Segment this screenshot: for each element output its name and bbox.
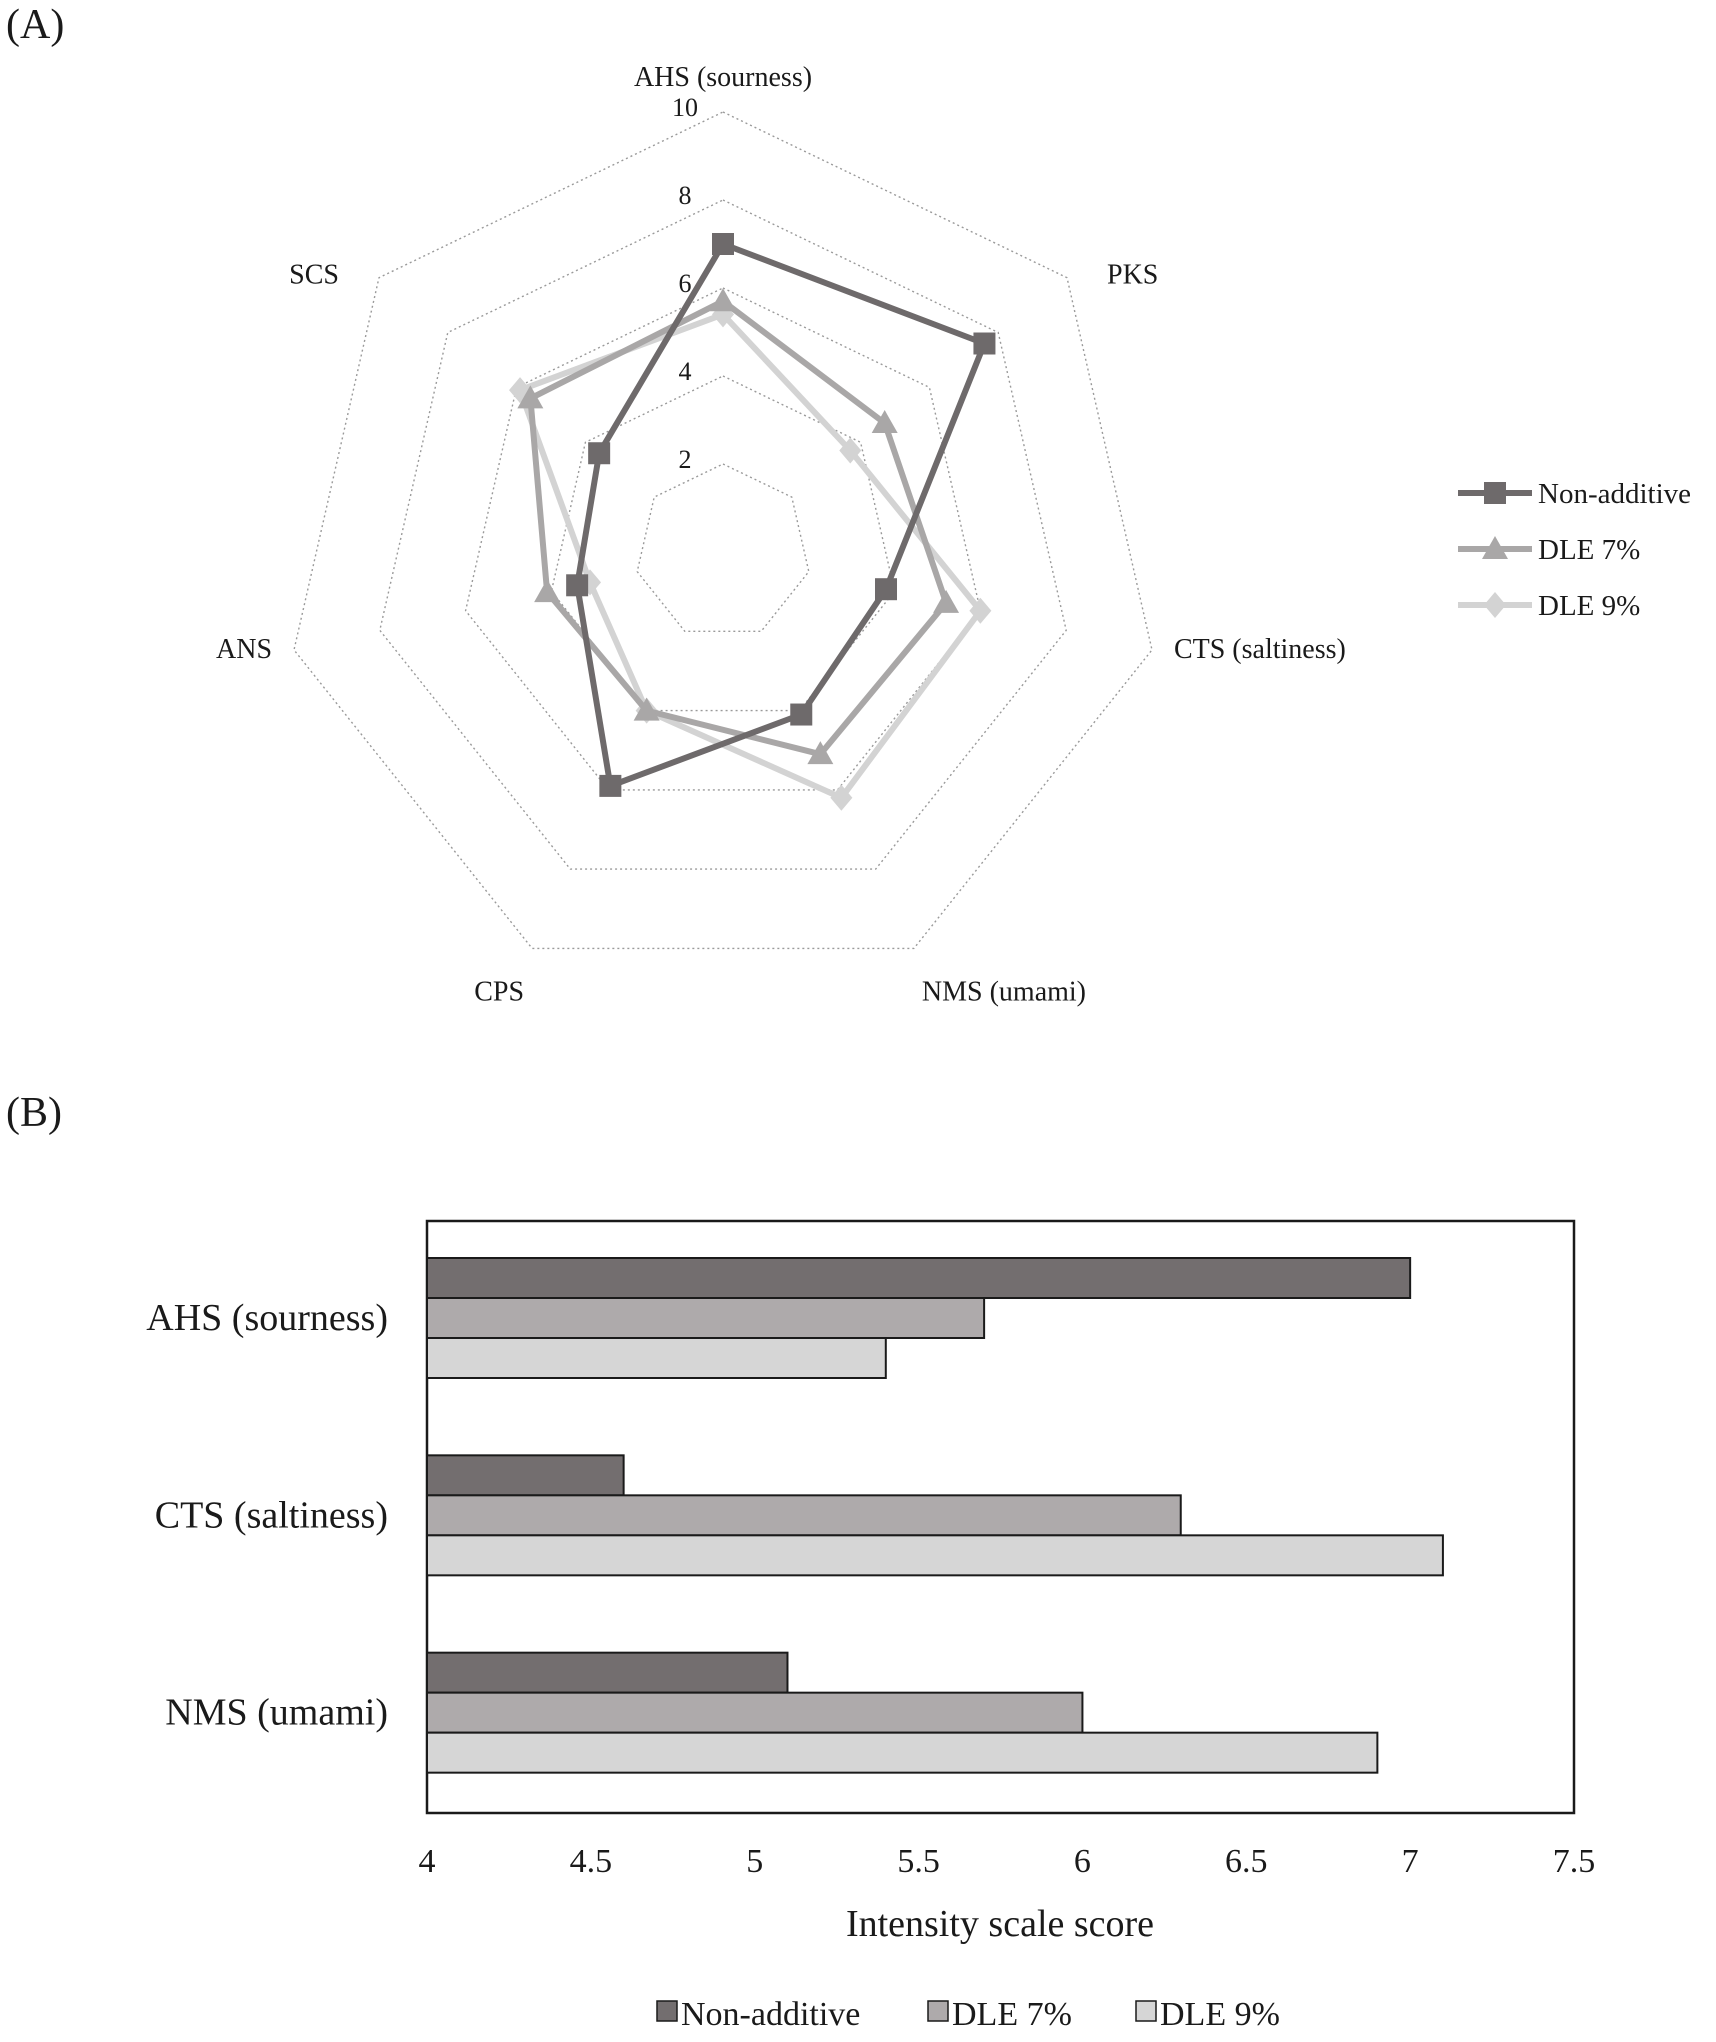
bar — [426, 1337, 887, 1379]
legend-label: DLE 9% — [1538, 590, 1640, 622]
radar-point — [790, 703, 813, 726]
radar-tick-label: 2 — [679, 445, 692, 474]
x-axis-label: Intensity scale score — [846, 1903, 1154, 1945]
radar-point — [599, 774, 622, 797]
bar — [426, 1534, 1444, 1577]
bar-chart: 4 4.5 5 5.5 6 6.5 7 7.5 AHS (sourness) CTS (salti… — [146, 1219, 1596, 1880]
legend-item: DLE 9% — [1135, 1996, 1280, 2033]
x-tick-label: 7 — [1402, 1843, 1419, 1880]
radar-point — [588, 442, 611, 465]
bar — [426, 1494, 1182, 1537]
radar-legend: Non-additive DLE 7% DLE 9% — [1458, 478, 1691, 622]
radar-point — [566, 574, 589, 597]
x-tick-label: 4 — [419, 1843, 436, 1880]
legend-label: Non-additive — [681, 1996, 860, 2033]
radar-point — [517, 385, 544, 409]
x-tick-label: 5.5 — [897, 1843, 940, 1880]
radar-tick-label: 6 — [679, 269, 692, 298]
panel-a-label: (A) — [6, 2, 64, 48]
legend-item: DLE 7% — [927, 1996, 1072, 2033]
panel-b-label: (B) — [6, 1090, 62, 1136]
radar-axis-label: CTS (saltiness) — [1174, 634, 1346, 665]
radar-point — [973, 332, 996, 355]
radar-tick-label: 8 — [679, 181, 692, 210]
radar-point — [839, 437, 862, 464]
bar — [426, 1297, 986, 1339]
radar-tick-label: 4 — [679, 357, 692, 386]
radar-axis-label: NMS (umami) — [922, 976, 1086, 1007]
radar-series-line — [527, 298, 950, 758]
radar-series-line — [517, 311, 984, 801]
radar-point — [712, 233, 734, 255]
bar — [426, 1731, 1379, 1774]
radar-point — [933, 589, 960, 613]
radar-axis-label: ANS — [216, 634, 272, 665]
radar-series-non-additive — [566, 233, 996, 797]
legend-label: DLE 9% — [1160, 1996, 1280, 2033]
x-tick-label: 7.5 — [1553, 1843, 1596, 1880]
radar-grid-ring — [636, 463, 810, 632]
legend-swatch — [1135, 2000, 1157, 2022]
legend-item: DLE 9% — [1458, 590, 1640, 622]
category-label: AHS (sourness) — [146, 1297, 388, 1339]
legend-label: DLE 7% — [1538, 534, 1640, 566]
radar-point — [807, 741, 834, 765]
radar-point — [710, 288, 736, 312]
radar-axis-label: AHS (sourness) — [634, 62, 812, 93]
x-tick-label: 4.5 — [570, 1843, 613, 1880]
category-label: CTS (saltiness) — [155, 1494, 388, 1536]
legend-swatch — [656, 2000, 678, 2022]
legend-swatch — [927, 2000, 949, 2022]
radar-axis-label: CPS — [474, 976, 524, 1007]
legend-swatch-marker — [1484, 482, 1506, 504]
category-label: NMS (umami) — [165, 1692, 388, 1734]
radar-axis-label: SCS — [289, 260, 339, 291]
legend-item: Non-additive — [1458, 478, 1691, 510]
x-tick-label: 6 — [1074, 1843, 1091, 1880]
legend-label: DLE 7% — [952, 1996, 1072, 2033]
bar — [426, 1651, 789, 1694]
radar-point — [830, 784, 853, 811]
legend-item: DLE 7% — [1458, 534, 1640, 566]
legend-swatch-marker — [1482, 536, 1508, 559]
x-tick-label: 6.5 — [1225, 1843, 1268, 1880]
radar-point — [871, 410, 898, 434]
legend-swatch-marker — [1484, 592, 1506, 618]
radar-grid-ring — [550, 375, 896, 712]
radar-grid-ring — [379, 199, 1067, 870]
radar-series-dle-7- — [517, 288, 960, 765]
radar-tick-label: 10 — [672, 93, 698, 122]
radar-series-line — [574, 241, 988, 789]
radar-axis-label: PKS — [1107, 260, 1158, 291]
legend-label: Non-additive — [1538, 478, 1691, 510]
radar-grid-ring — [293, 111, 1153, 950]
x-tick-label: 5 — [746, 1843, 763, 1880]
radar-point — [875, 578, 898, 601]
radar-point — [534, 579, 561, 603]
radar-grid-ring — [464, 287, 982, 791]
bar — [426, 1454, 625, 1497]
radar-point — [969, 597, 992, 624]
bar — [426, 1691, 1084, 1734]
radar-point — [633, 697, 660, 721]
legend-item: Non-additive — [656, 1996, 860, 2033]
bar-legend: Non-additive DLE 7% DLE 9% — [656, 1996, 1280, 2033]
bar — [426, 1257, 1412, 1299]
